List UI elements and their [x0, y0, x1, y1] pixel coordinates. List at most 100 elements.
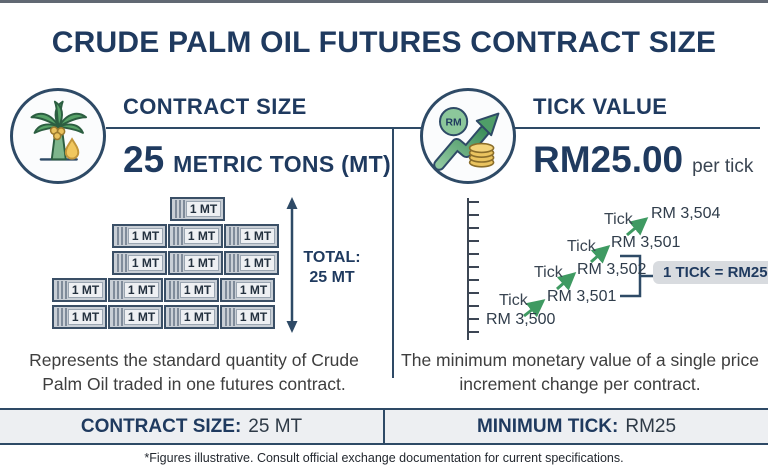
summary-divider [383, 410, 385, 443]
mt-block-label: 1 MT [124, 309, 159, 325]
stack-total-label: TOTAL: 25 MT [300, 248, 364, 288]
container-ribs-icon [173, 200, 185, 218]
container-ribs-icon [111, 308, 123, 326]
mt-block: 1 MT [112, 251, 167, 275]
price-label-2: RM 3,502 [577, 261, 647, 278]
mt-block: 1 MT [220, 278, 275, 302]
mt-block: 1 MT [164, 278, 219, 302]
total-height-arrow-icon [284, 197, 300, 338]
rm-badge-text: RM [446, 118, 462, 129]
palm-tree-icon-graphic [30, 100, 88, 161]
mt-block: 1 MT [108, 278, 163, 302]
left-header-rule [106, 127, 421, 129]
panel-divider [392, 128, 394, 378]
oil-drop-icon [64, 137, 80, 160]
contract-size-value: 25 METRIC TONS (MT) [123, 139, 391, 181]
decorative-top-strip [0, 0, 768, 3]
tick-step-label: Tick [567, 238, 596, 255]
mt-block: 1 MT [224, 251, 279, 275]
mt-block-label: 1 MT [180, 309, 215, 325]
mt-block: 1 MT [170, 197, 225, 221]
mt-block-label: 1 MT [128, 255, 163, 271]
mt-block: 1 MT [52, 278, 107, 302]
summary-bar: CONTRACT SIZE: 25 MT MINIMUM TICK: RM25 [0, 408, 768, 445]
tick-value-suffix: per tick [692, 156, 754, 177]
tick-value-header: TICK VALUE [533, 94, 668, 119]
mt-block-label: 1 MT [124, 282, 159, 298]
mt-block-label: 1 MT [236, 282, 271, 298]
stack-row: 1 MT 1 MT 1 MT 1 MT [52, 278, 280, 305]
rm-growth-icon-graphic: RM [433, 107, 500, 171]
container-ribs-icon [227, 254, 239, 272]
mt-block-label: 1 MT [184, 228, 219, 244]
bracket-icon [620, 254, 653, 298]
price-label-1: RM 3,501 [547, 288, 617, 305]
tick-value-main: RM25.00 [533, 139, 684, 180]
palm-tree-icon [10, 88, 106, 184]
right-header-rule [515, 127, 760, 129]
mt-block-label: 1 MT [68, 309, 103, 325]
contract-size-description: Represents the standard quantity of Crud… [29, 350, 359, 394]
mt-block-label: 1 MT [180, 282, 215, 298]
stack-row: 1 MT [170, 197, 280, 224]
stack-row: 1 MT 1 MT 1 MT [112, 224, 280, 251]
mt-block: 1 MT [164, 305, 219, 329]
mt-block: 1 MT [108, 305, 163, 329]
stack-row: 1 MT 1 MT 1 MT 1 MT [52, 305, 280, 332]
tick-callout-badge: 1 TICK = RM25 [653, 261, 768, 284]
page-title: CRUDE PALM OIL FUTURES CONTRACT SIZE [51, 26, 717, 59]
container-ribs-icon [55, 281, 67, 299]
tick-arrow-icon [523, 217, 649, 318]
mt-block: 1 MT [168, 251, 223, 275]
container-ribs-icon [115, 254, 127, 272]
container-ribs-icon [223, 308, 235, 326]
summary-minimum-tick-value: RM25 [625, 415, 677, 437]
tick-step-label: Tick [534, 264, 563, 281]
mt-block-label: 1 MT [186, 201, 221, 217]
mt-block: 1 MT [224, 224, 279, 248]
contract-size-number: 25 [123, 139, 165, 180]
tick-ladder-graphic [467, 198, 653, 340]
container-ribs-icon [115, 227, 127, 245]
tick-value-amount: RM25.00 per tick [533, 139, 753, 181]
summary-minimum-tick: MINIMUM TICK: RM25 [385, 410, 768, 443]
container-ribs-icon [167, 308, 179, 326]
tick-step-label: Tick [499, 292, 528, 309]
rm-growth-coins-icon: RM [420, 88, 516, 184]
mt-block-label: 1 MT [236, 309, 271, 325]
total-label-line2: 25 MT [309, 269, 355, 286]
footer-note: *Figures illustrative. Consult official … [144, 451, 624, 465]
contract-size-unit: METRIC TONS (MT) [173, 151, 391, 177]
mt-block: 1 MT [220, 305, 275, 329]
summary-contract-size-label: CONTRACT SIZE: [80, 415, 242, 437]
mt-block-label: 1 MT [240, 255, 275, 271]
mt-block: 1 MT [52, 305, 107, 329]
container-stack: 1 MT 1 MT 1 MT 1 MT 1 MT 1 MT 1 MT 1 MT … [52, 197, 280, 332]
mt-block-label: 1 MT [128, 228, 163, 244]
price-label-0: RM 3,500 [486, 311, 556, 328]
tick-value-description: The minimum monetary value of a single p… [401, 350, 759, 394]
container-ribs-icon [171, 227, 183, 245]
mt-block-label: 1 MT [240, 228, 275, 244]
tick-ladder-chart: RM 3,500 Tick RM 3,501 Tick RM 3,502 Tic… [450, 192, 768, 347]
total-label-line1: TOTAL: [303, 249, 361, 266]
tick-step-label: Tick [604, 211, 633, 228]
contract-size-header: CONTRACT SIZE [123, 94, 307, 119]
summary-contract-size-value: 25 MT [248, 415, 303, 437]
price-label-3: RM 3,501 [611, 234, 681, 251]
stack-row: 1 MT 1 MT 1 MT [112, 251, 280, 278]
mt-block: 1 MT [112, 224, 167, 248]
mt-block-label: 1 MT [68, 282, 103, 298]
container-ribs-icon [227, 227, 239, 245]
coins-icon [468, 142, 495, 168]
mt-block-label: 1 MT [184, 255, 219, 271]
container-ribs-icon [223, 281, 235, 299]
summary-contract-size: CONTRACT SIZE: 25 MT [0, 410, 383, 443]
price-label-4: RM 3,504 [651, 205, 721, 222]
container-ribs-icon [55, 308, 67, 326]
container-ribs-icon [171, 254, 183, 272]
container-ribs-icon [167, 281, 179, 299]
price-ruler-icon [467, 198, 479, 340]
summary-minimum-tick-label: MINIMUM TICK: [476, 415, 619, 437]
